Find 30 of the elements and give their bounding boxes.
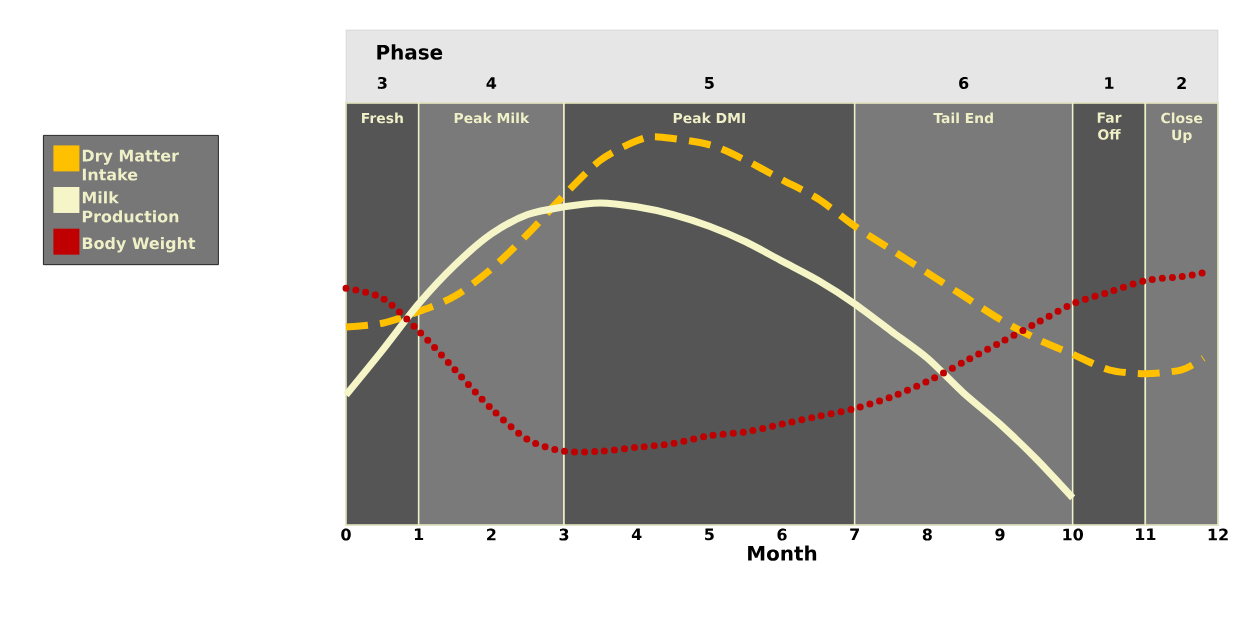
text: 4 (486, 77, 497, 89)
x-tick-label: 7 (850, 528, 859, 541)
text: 2 (1177, 77, 1186, 89)
text: Phase (377, 44, 443, 60)
text: 5 (705, 77, 714, 89)
x-tick-label: 3 (559, 528, 569, 541)
x-tick-label: 4 (631, 528, 642, 541)
legend-label: Dry Matter Intake (82, 149, 179, 181)
text: 3 (377, 76, 387, 89)
x-tick-label: 8 (922, 528, 932, 541)
x-tick-label: 11 (1136, 528, 1156, 541)
text: 1 (1105, 77, 1114, 89)
band-label: Tail End (933, 112, 993, 124)
band-label: Fresh (362, 112, 403, 124)
legend-label: Milk Production (82, 191, 179, 223)
band-label: Peak DMI (673, 112, 745, 124)
band-label: Close Up (1161, 112, 1203, 143)
x-axis-title: Month (748, 545, 817, 561)
x-tick-label: 12 (1208, 528, 1228, 541)
x-tick-label: 1 (414, 528, 424, 541)
band-label: Peak Milk (454, 112, 530, 124)
band-label: Far Off (1097, 112, 1122, 140)
x-tick-label: 0 (341, 528, 351, 541)
legend-label: Body Weight (82, 236, 196, 253)
x-tick-label: 6 (777, 528, 787, 541)
x-tick-label: 10 (1063, 528, 1084, 541)
x-tick-label: 2 (487, 528, 496, 541)
x-tick-label: 9 (995, 528, 1005, 541)
x-tick-label: 5 (705, 528, 714, 541)
text: 6 (959, 76, 969, 89)
